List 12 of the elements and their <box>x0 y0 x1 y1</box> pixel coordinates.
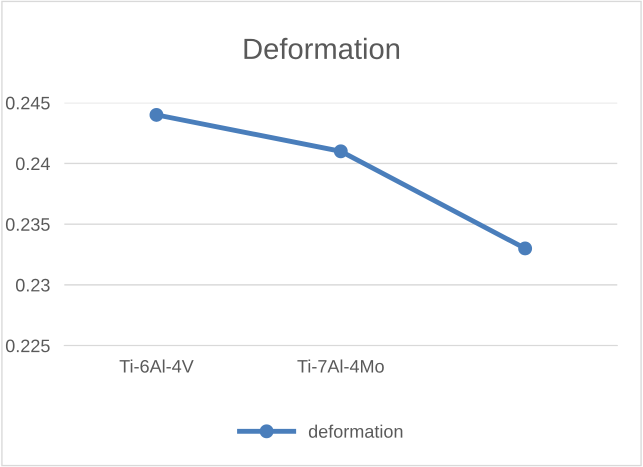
y-tick-label: 0.24 <box>16 157 50 170</box>
point <box>150 108 164 122</box>
x-tick-label: Ti-6Al-4V <box>120 359 194 373</box>
y-tick-label: 0.245 <box>6 96 50 110</box>
point <box>518 242 532 256</box>
y-tick-label: 0.23 <box>16 278 50 292</box>
y-tick-label: 0.225 <box>6 340 50 352</box>
y-tick-label: 0.235 <box>6 218 50 231</box>
chart-title: Deformation <box>244 38 400 60</box>
legend-label: deformation <box>308 424 402 438</box>
point <box>334 144 348 158</box>
x-tick-label: Ti-7Al-4Mo <box>297 359 384 373</box>
